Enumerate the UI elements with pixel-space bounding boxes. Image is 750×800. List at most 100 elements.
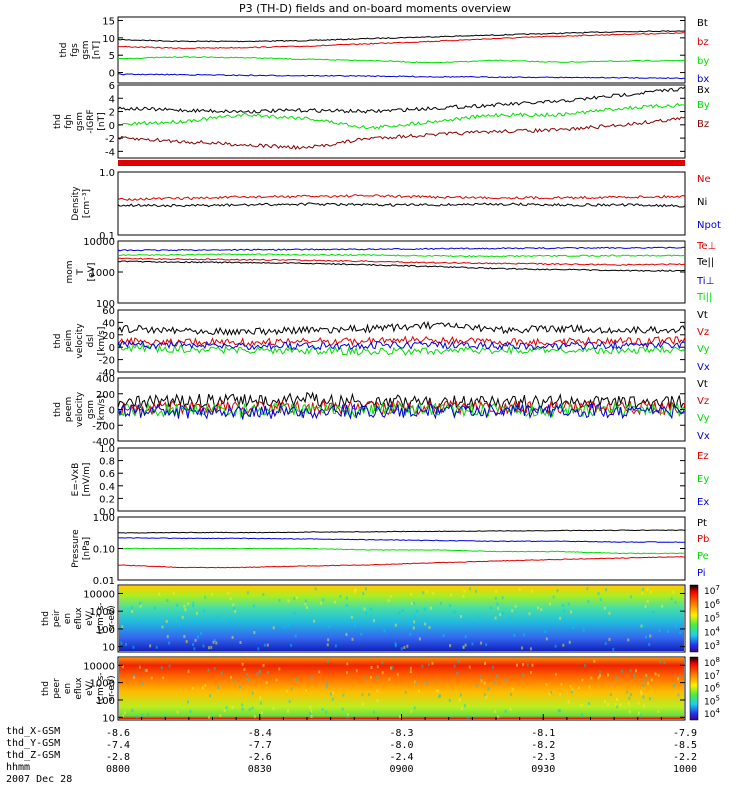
spectrogram-speckle [495, 674, 498, 678]
spectrogram-speckle [376, 699, 379, 703]
spectrogram-speckle [513, 633, 516, 637]
spectrogram-speckle [567, 602, 570, 606]
series-Pt [117, 529, 686, 534]
series-Ti|| [117, 253, 686, 258]
spectrogram-speckle [246, 677, 249, 681]
spectrogram-speckle [502, 611, 505, 615]
spectrogram-speckle [587, 599, 590, 603]
spectrogram-speckle [365, 676, 368, 680]
spectrogram-speckle [437, 689, 440, 693]
series-Ni [117, 202, 686, 208]
spectrogram-speckle [394, 642, 397, 646]
spectrogram-speckle [449, 644, 452, 648]
spectrogram-speckle [326, 659, 329, 663]
spectrogram-speckle [259, 669, 262, 673]
colorbar-tick-label: 107 [704, 669, 720, 682]
spectrogram-fill [119, 658, 684, 719]
spectrogram-speckle [409, 666, 412, 670]
spectrogram-speckle [149, 644, 152, 648]
spectrogram-speckle [509, 707, 512, 711]
legend-label-Vz: Vz [697, 396, 709, 407]
panel-frame [117, 447, 686, 512]
spectrogram-speckle [580, 703, 583, 707]
spectrogram-speckle [495, 589, 498, 593]
y-axis-title: peer [52, 678, 62, 699]
x-tick-label: -2.2 [673, 752, 697, 763]
panel-peer_spectrogram [117, 656, 699, 721]
spectrogram-speckle [627, 638, 630, 642]
spectrogram-speckle [404, 690, 407, 694]
spectrogram-speckle [526, 663, 529, 667]
spectrogram-speckle [241, 707, 244, 711]
spectrogram-speckle [453, 610, 456, 614]
series-Te⊥ [117, 257, 686, 266]
spectrogram-speckle [569, 684, 572, 688]
spectrogram-speckle [567, 700, 570, 704]
spectrogram-speckle [310, 715, 313, 719]
spectrogram-speckle [644, 604, 647, 608]
y-tick-label: 1000 [90, 679, 115, 690]
spectrogram-speckle [290, 687, 293, 691]
spectrogram-speckle [354, 624, 357, 628]
spectrogram-speckle [401, 609, 404, 613]
spectrogram-speckle [293, 611, 296, 615]
spectrogram-speckle [200, 631, 203, 635]
y-tick-label: 1000 [90, 268, 115, 279]
spectrogram-speckle [231, 635, 234, 639]
y-axis-title: Pressure [71, 529, 81, 568]
x-gsm-label: thd_X-GSM [6, 726, 61, 737]
series-Pi [118, 537, 685, 543]
y-tick-label: 60 [102, 306, 115, 317]
spectrogram-speckle [304, 599, 307, 603]
colorbar [689, 584, 699, 653]
spectrogram-speckle [329, 692, 332, 696]
spectrogram-speckle [642, 587, 645, 591]
series-bx [117, 73, 685, 80]
y-tick-label: 0 [109, 406, 115, 417]
spectrogram-speckle [560, 682, 563, 686]
x-tick-label: -8.4 [248, 728, 272, 739]
spectrogram-speckle [346, 713, 349, 717]
spectrogram-speckle [229, 597, 232, 601]
spectrogram-speckle [626, 690, 629, 694]
spectrogram-speckle [548, 692, 551, 696]
spectrogram-speckle [394, 623, 397, 627]
y-tick-label: 10000 [83, 661, 115, 672]
y-tick-label: 10 [102, 34, 115, 45]
spectrogram-speckle [304, 602, 307, 606]
spectrogram-speckle [552, 595, 555, 599]
y-tick-label: 10 [102, 643, 115, 654]
spectrogram-speckle [232, 679, 235, 683]
y-axis-title: T [76, 269, 86, 276]
spectrogram-speckle [571, 690, 574, 694]
spectrogram-speckle [645, 675, 648, 679]
spectrogram-speckle [544, 630, 547, 634]
legend-label-by: by [697, 56, 709, 67]
spectrogram-speckle [504, 709, 507, 713]
y-axis-title: en [63, 683, 73, 694]
legend-label-Bt: Bt [697, 18, 708, 29]
x-tick-label: 0900 [389, 764, 413, 775]
spectrogram-speckle [233, 609, 236, 613]
spectrogram-speckle [396, 672, 399, 676]
spectrogram-speckle [136, 715, 139, 719]
spectrogram-speckle [163, 715, 166, 719]
spectrogram-speckle [661, 604, 664, 608]
spectrogram-speckle [202, 609, 205, 613]
spectrogram-speckle [146, 713, 149, 717]
y-tick-label: 100 [96, 696, 115, 707]
spectrogram-speckle [251, 691, 254, 695]
legend-label-Ni: Ni [697, 197, 707, 208]
y-tick-label: -40 [99, 368, 115, 379]
spectrogram-speckle [125, 642, 128, 646]
spectrogram-speckle [314, 587, 317, 591]
panel-frame [117, 309, 686, 373]
y-tick-label: -20 [99, 356, 115, 367]
spectrogram-speckle [181, 615, 184, 619]
spectrogram-speckle [207, 668, 210, 672]
spectrogram-speckle [559, 709, 562, 713]
spectrogram-speckle [629, 669, 632, 673]
spectrogram-speckle [501, 596, 504, 600]
legend-label-Ex: Ex [697, 497, 709, 508]
spectrogram-speckle [202, 644, 205, 648]
